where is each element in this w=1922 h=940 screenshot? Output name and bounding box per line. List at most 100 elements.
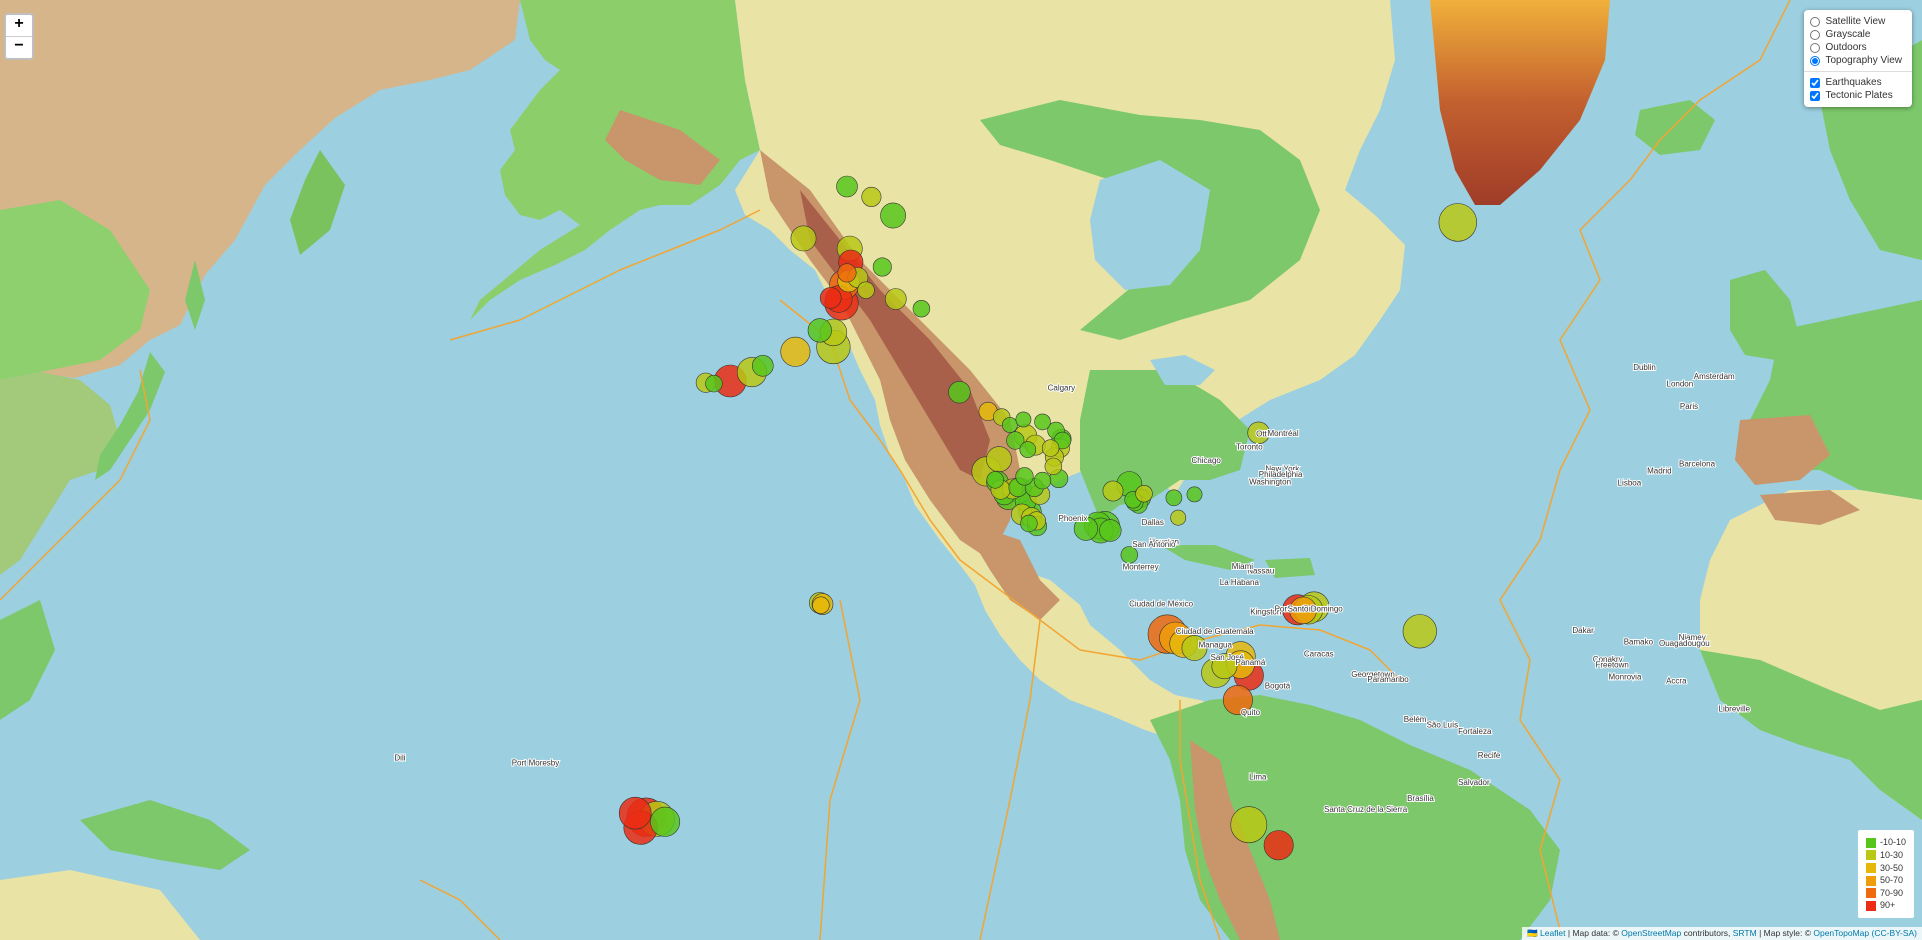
srtm-link[interactable]: SRTM [1732,928,1757,938]
earthquake-marker[interactable] [1034,413,1051,431]
overlay-label: Earthquakes [1825,77,1882,88]
earthquake-marker[interactable] [872,257,892,277]
earthquake-marker[interactable] [1019,441,1037,458]
zoom-out-button[interactable]: − [6,36,32,58]
place-label: Libreville [1719,705,1751,714]
earthquake-marker[interactable] [1135,485,1153,503]
landmass-west-africa [1700,650,1922,820]
checkbox-tectonic-plates[interactable] [1810,90,1821,101]
earthquake-marker[interactable] [1438,203,1478,242]
place-label: Belém [1404,715,1427,724]
earthquake-marker[interactable] [912,300,931,318]
earthquake-marker[interactable] [837,263,857,283]
earthquake-marker[interactable] [751,354,774,377]
earthquake-marker[interactable] [819,287,842,309]
plate-boundary-nazca [1179,700,1221,940]
earthquake-marker[interactable] [1222,684,1253,715]
landmass-iberia [1735,415,1830,485]
earthquake-marker[interactable] [1170,509,1187,526]
overlay-earthquakes[interactable]: Earthquakes [1810,76,1902,89]
earthquake-marker[interactable] [1247,421,1270,444]
place-label: San Antonio [1132,540,1176,549]
radio-topography[interactable] [1810,55,1821,66]
plate-boundary-north-american-west [779,299,1081,651]
earthquake-marker[interactable] [1020,514,1038,533]
radio-outdoors[interactable] [1810,42,1821,53]
earthquake-marker[interactable] [780,336,811,367]
earthquake-marker[interactable] [1033,471,1052,490]
place-label: Bamako [1624,638,1654,647]
earthquake-marker[interactable] [861,186,882,207]
legend-label: -10-10 [1879,837,1906,848]
place-label: San José [1211,653,1245,662]
earthquake-marker[interactable] [1165,489,1183,507]
earthquake-marker[interactable] [807,318,832,343]
earthquake-marker[interactable] [986,446,1012,473]
place-label: Fortaleza [1458,727,1492,736]
earthquake-marker[interactable] [1099,519,1122,542]
radio-grayscale[interactable] [1810,29,1821,40]
earthquake-marker[interactable] [836,175,858,198]
base-layer-grayscale[interactable]: Grayscale [1810,28,1902,41]
place-label: Chicago [1192,456,1222,465]
base-layer-outdoors[interactable]: Outdoors [1810,41,1902,54]
earthquake-marker[interactable] [1073,516,1098,541]
radio-satellite[interactable] [1810,16,1821,27]
landmass-canadian-shield [980,100,1320,340]
earthquake-marker[interactable] [790,225,817,252]
overlay-tectonic-plates[interactable]: Tectonic Plates [1810,89,1902,102]
leaflet-link[interactable]: Leaflet [1539,928,1566,938]
plate-boundary-cocos [979,619,1041,940]
earthquake-marker[interactable] [812,596,830,614]
earthquake-marker[interactable] [650,806,681,837]
landmass-philippines [0,600,55,720]
earthquake-marker[interactable] [1402,614,1437,649]
checkbox-earthquakes[interactable] [1810,77,1821,88]
license-link[interactable]: (CC-BY-SA) [1871,928,1918,938]
place-label: London [1667,380,1694,389]
place-label: Quito [1241,708,1261,717]
earthquake-marker[interactable] [1102,480,1124,502]
earthquake-marker[interactable] [857,281,875,299]
earthquake-marker[interactable] [1211,653,1238,680]
landmass-cuba [1160,545,1255,570]
place-label: Santa Cruz de la Sierra [1324,805,1408,814]
earthquake-marker[interactable] [1044,457,1063,476]
earthquake-marker[interactable] [1015,467,1034,486]
earthquake-marker[interactable] [705,374,723,393]
place-label: Houston [1149,537,1179,546]
landmass-hispaniola [1265,558,1315,578]
earthquake-marker[interactable] [1263,830,1294,861]
landmass-australia [0,870,200,940]
plate-boundary-west-pacific [0,369,151,601]
place-label: Miami [1232,562,1254,571]
opentopomap-link[interactable]: OpenTopoMap [1813,928,1870,938]
zoom-in-button[interactable]: + [6,15,32,36]
earthquake-marker[interactable] [1015,411,1032,428]
earthquake-marker[interactable] [884,288,907,310]
earthquake-marker[interactable] [948,381,971,404]
earthquake-marker[interactable] [1186,486,1203,503]
earthquake-marker[interactable] [1006,431,1025,450]
earthquake-marker[interactable] [1002,417,1018,433]
earthquake-marker[interactable] [618,796,652,830]
earthquake-marker[interactable] [1230,806,1268,844]
base-layer-label: Satellite View [1825,16,1886,27]
place-label: Philadelphia [1259,470,1303,479]
earthquake-marker[interactable] [880,202,907,229]
overlay-label: Tectonic Plates [1825,90,1893,101]
legend-label: 30-50 [1879,862,1904,873]
attribution-text: | Map data: © [1565,928,1622,938]
earthquake-marker[interactable] [1120,546,1139,564]
earthquake-marker[interactable] [1289,596,1317,625]
base-layer-topography[interactable]: Topography View [1810,54,1902,67]
place-label: Recife [1478,751,1501,760]
place-label: Dakar [1572,626,1594,635]
earthquake-marker[interactable] [1181,635,1208,661]
osm-link[interactable]: OpenStreetMap [1621,928,1682,938]
base-layer-satellite[interactable]: Satellite View [1810,15,1902,28]
earthquake-marker[interactable] [1041,439,1060,457]
earthquake-marker[interactable] [986,471,1004,489]
